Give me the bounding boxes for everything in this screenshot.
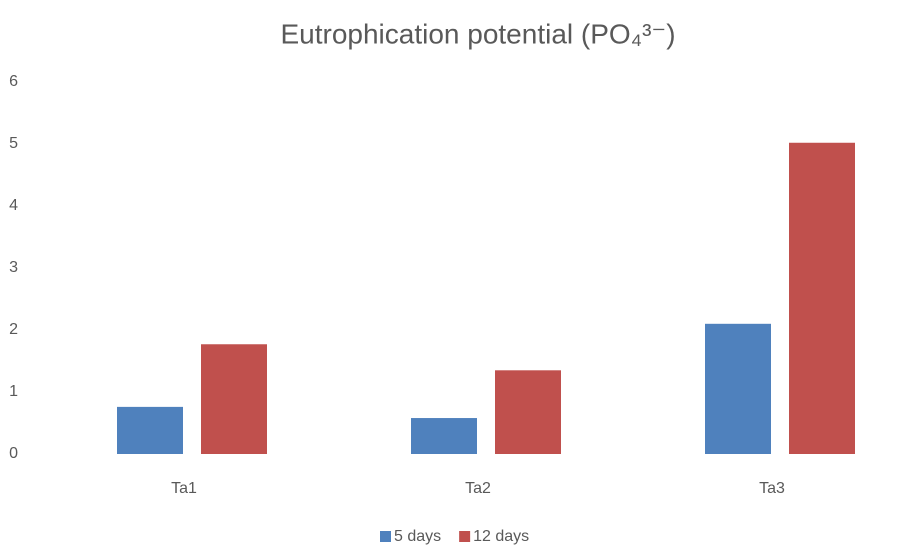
x-tick-label: Ta3: [759, 480, 785, 497]
legend-swatch: [459, 531, 471, 542]
bar: [201, 344, 267, 454]
chart-title: Eutrophication potential (PO₄³⁻): [280, 18, 675, 49]
legend-label: 12 days: [473, 528, 529, 545]
bar: [411, 418, 477, 454]
y-tick-label: 5: [9, 135, 18, 152]
legend-swatch: [380, 531, 391, 542]
bar: [705, 323, 771, 454]
bar: [117, 406, 183, 454]
y-tick-label: 0: [9, 445, 18, 462]
y-tick-label: 3: [9, 259, 18, 276]
y-tick-label: 2: [9, 321, 18, 338]
x-tick-label: Ta1: [171, 480, 197, 497]
bar: [495, 370, 561, 454]
legend-label: 5 days: [394, 528, 441, 545]
y-tick-label: 6: [9, 73, 18, 90]
x-tick-label: Ta2: [465, 480, 491, 497]
bar: [789, 142, 855, 454]
y-tick-label: 4: [9, 197, 18, 214]
y-tick-label: 1: [9, 383, 18, 400]
